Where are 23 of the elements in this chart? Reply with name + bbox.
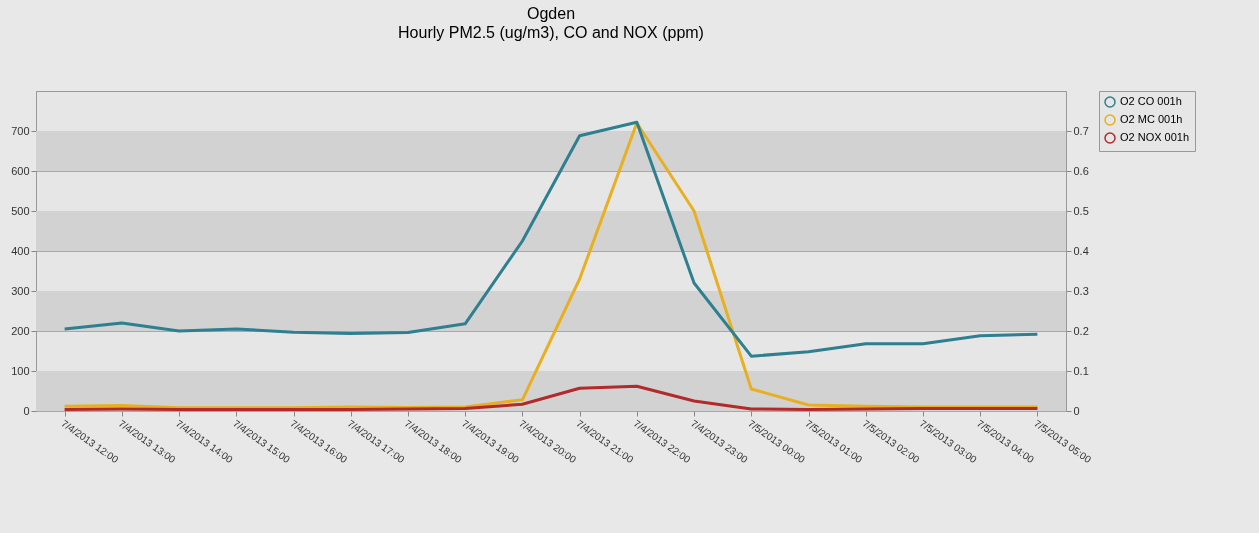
y2-tick-label: 0.2: [1073, 324, 1089, 337]
legend-label: O2 CO 001h: [1120, 95, 1182, 107]
y-tick-label: 200: [11, 324, 30, 337]
legend-label: O2 NOX 001h: [1120, 131, 1190, 143]
legend-label: O2 MC 001h: [1120, 113, 1183, 125]
y2-tick-label: 0.1: [1073, 364, 1089, 377]
y2-tick-label: 0.7: [1073, 124, 1089, 137]
y-tick-label: 300: [11, 284, 30, 297]
y2-tick-label: 0: [1073, 404, 1080, 417]
y-tick-label: 500: [11, 204, 30, 217]
line-series: [63, 384, 1039, 411]
y2-tick-label: 0.4: [1073, 244, 1089, 257]
y2-tick-label: 0.3: [1073, 284, 1089, 297]
chart-title: Ogden: [526, 4, 576, 22]
y-tick-label: 700: [11, 124, 30, 137]
y2-tick-label: 0.6: [1073, 164, 1089, 177]
y-tick-label: 0: [23, 404, 30, 417]
chart-subtitle: Hourly PM2.5 (ug/m3), CO and NOX (ppm): [398, 23, 704, 41]
y2-tick-label: 0.5: [1073, 204, 1089, 217]
y-tick-label: 400: [11, 244, 30, 257]
line-series: [63, 120, 1039, 358]
y-tick-label: 600: [11, 164, 30, 177]
y-tick-label: 100: [11, 364, 30, 377]
